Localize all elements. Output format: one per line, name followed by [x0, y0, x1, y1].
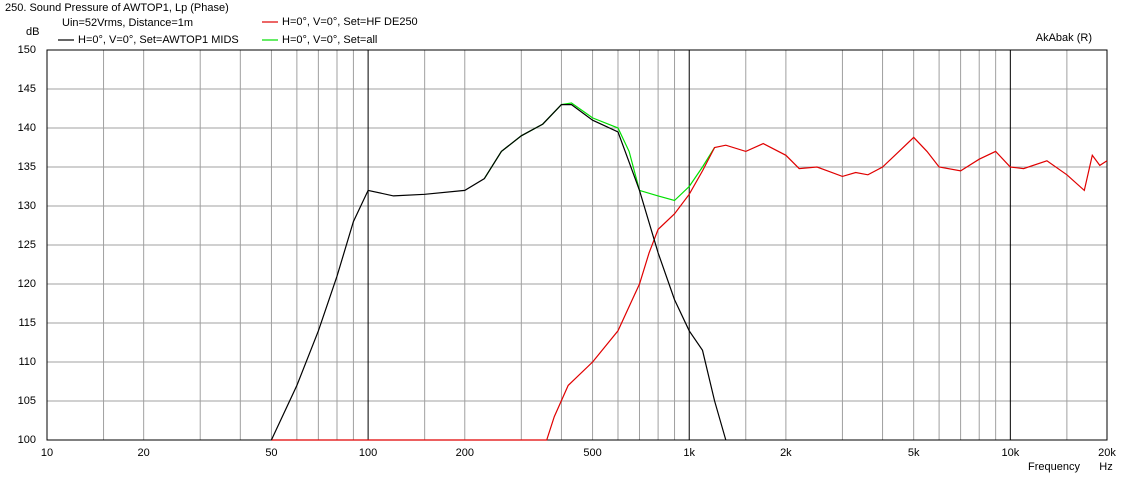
y-tick-label: 100: [18, 434, 36, 446]
x-tick-label: 10: [41, 447, 53, 459]
legend-label: H=0°, V=0°, Set=all: [282, 34, 377, 46]
legend-label: H=0°, V=0°, Set=AWTOP1 MIDS: [78, 34, 239, 46]
y-tick-label: 150: [18, 44, 36, 56]
x-tick-label: 1k: [683, 447, 695, 459]
y-tick-label: 140: [18, 122, 36, 134]
y-axis-label: dB: [26, 26, 39, 38]
legend-label: H=0°, V=0°, Set=HF DE250: [282, 16, 418, 28]
y-tick-label: 115: [18, 317, 36, 329]
y-tick-label: 135: [18, 161, 36, 173]
y-tick-label: 125: [18, 239, 36, 251]
x-tick-label: 5k: [908, 447, 920, 459]
series-line: [270, 104, 727, 441]
x-tick-label: 200: [456, 447, 474, 459]
y-tick-label: 120: [18, 278, 36, 290]
x-tick-label: 20: [138, 447, 150, 459]
y-tick-label: 130: [18, 200, 36, 212]
y-tick-label: 105: [18, 395, 36, 407]
x-tick-label: 50: [265, 447, 277, 459]
x-tick-label: 500: [583, 447, 601, 459]
y-tick-label: 110: [18, 356, 36, 368]
plot-frame: [46, 49, 1108, 441]
x-tick-label: 2k: [780, 447, 792, 459]
subtitle: Uin=52Vrms, Distance=1m: [62, 17, 193, 29]
x-axis-label: Frequency: [1028, 461, 1080, 473]
y-tick-label: 145: [18, 83, 36, 95]
x-tick-label: 10k: [1001, 447, 1019, 459]
x-axis-unit: Hz: [1099, 461, 1112, 473]
x-tick-label: 100: [359, 447, 377, 459]
x-tick-label: 20k: [1098, 447, 1116, 459]
chart-title: 250. Sound Pressure of AWTOP1, Lp (Phase…: [5, 2, 229, 14]
series-line: [271, 136, 1108, 441]
annotation: AkAbak (R): [1036, 32, 1092, 44]
